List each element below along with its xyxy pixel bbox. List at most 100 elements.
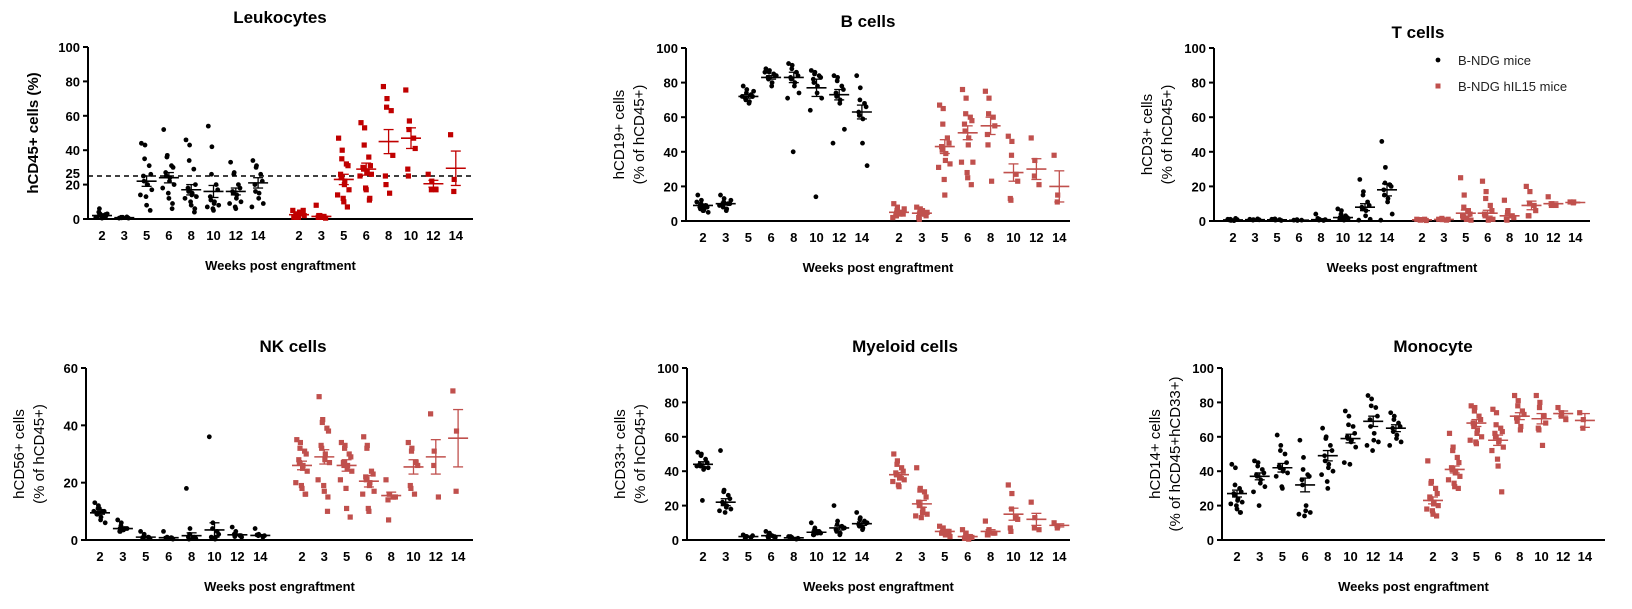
data-point <box>1301 455 1306 460</box>
y-axis-label: (% of hCD45+) <box>31 404 48 504</box>
data-point <box>1251 489 1256 495</box>
data-point <box>428 187 434 193</box>
data-point <box>1483 195 1489 202</box>
data-point <box>1032 157 1038 164</box>
data-point <box>924 209 930 215</box>
x-tick-label: 6 <box>1484 230 1491 245</box>
data-point <box>386 491 392 497</box>
data-point <box>1455 485 1461 491</box>
data-point <box>1387 443 1393 448</box>
y-axis-label: (% of hCD45+) <box>632 404 649 504</box>
data-point <box>1237 510 1243 515</box>
data-point <box>299 485 305 491</box>
data-point <box>1007 525 1013 531</box>
panel-t-cells: T cells 0 20 40 60 80 100 hCD3+ cells (% of hCD4… <box>1139 23 1590 275</box>
data-point <box>807 107 813 113</box>
data-point <box>766 69 772 75</box>
data-point <box>1280 486 1285 491</box>
y-tick-label: 80 <box>1200 395 1214 410</box>
data-point <box>183 137 189 143</box>
x-tick-label: 2 <box>1233 549 1240 564</box>
data-point <box>1424 506 1430 512</box>
data-point <box>1285 470 1290 476</box>
data-point <box>428 411 434 417</box>
data-point <box>1446 430 1453 436</box>
data-point <box>1303 503 1309 508</box>
data-point <box>340 460 346 466</box>
data-point <box>1342 408 1348 414</box>
data-point <box>811 80 817 85</box>
data-point <box>1370 448 1375 453</box>
x-tick-label: 3 <box>321 549 328 564</box>
data-point <box>366 508 372 514</box>
data-point <box>1493 422 1499 428</box>
x-axis-label: Weeks post engraftment <box>1338 579 1489 594</box>
data-point <box>187 526 193 531</box>
data-point <box>326 460 333 466</box>
data-point <box>860 140 865 146</box>
data-point <box>937 523 943 529</box>
data-point <box>1015 516 1021 522</box>
x-tick-label: 6 <box>767 230 774 245</box>
data-point <box>147 208 153 213</box>
data-point <box>968 182 974 188</box>
data-point <box>1451 480 1457 486</box>
x-tick-label: 3 <box>1256 549 1263 564</box>
data-point <box>1031 525 1037 531</box>
data-point <box>367 163 373 169</box>
panel-title: Myeloid cells <box>852 337 958 356</box>
data-point <box>92 500 98 506</box>
x-tick-label: 10 <box>1006 549 1020 564</box>
data-point <box>1028 499 1034 505</box>
data-point <box>1302 513 1307 519</box>
data-point <box>1523 183 1529 189</box>
data-point <box>916 503 922 509</box>
data-point <box>1371 430 1377 436</box>
data-point <box>890 478 896 485</box>
data-point <box>228 159 234 165</box>
panel-title: T cells <box>1392 23 1445 42</box>
data-point <box>253 165 259 170</box>
data-point <box>1008 197 1014 203</box>
data-point <box>967 114 973 120</box>
data-point <box>1326 465 1331 471</box>
data-point <box>1051 520 1057 526</box>
data-point <box>1356 217 1362 223</box>
data-point <box>380 83 386 90</box>
x-tick-label: 14 <box>1578 549 1593 564</box>
x-tick-label: 14 <box>251 228 266 243</box>
legend-label: B-NDG hIL15 mice <box>1458 79 1567 94</box>
series-b-ndg: 2 3 5 6 8 10 12 14 <box>92 123 269 243</box>
y-axis-label: (% of hCD45+hCD33+) <box>1167 376 1184 531</box>
data-point <box>857 85 863 91</box>
data-point <box>1460 214 1466 221</box>
data-point <box>295 214 301 220</box>
data-point <box>1492 430 1498 436</box>
data-point <box>1430 511 1436 517</box>
x-tick-label: 5 <box>343 549 350 564</box>
data-point <box>409 445 415 451</box>
data-point <box>1457 473 1463 479</box>
y-tick-label: 0 <box>1199 214 1206 229</box>
data-point <box>453 488 459 494</box>
data-point <box>211 201 217 206</box>
data-point <box>1439 215 1445 222</box>
y-axis-label: (% of hCD45+) <box>1159 85 1176 185</box>
data-point <box>229 524 235 530</box>
data-point <box>115 517 121 523</box>
data-point <box>947 161 953 167</box>
data-point <box>891 201 897 207</box>
data-point <box>1368 403 1374 409</box>
data-point <box>1389 211 1395 217</box>
y-tick-label: 0 <box>73 212 80 227</box>
data-point <box>99 215 105 221</box>
data-point <box>403 87 409 93</box>
data-point <box>453 428 460 434</box>
legend: B-NDG mice B-NDG hIL15 mice <box>1435 53 1567 94</box>
data-point <box>923 213 929 219</box>
x-tick-label: 3 <box>1440 230 1447 245</box>
data-point <box>924 511 930 517</box>
data-point <box>346 451 352 457</box>
data-point <box>413 460 419 466</box>
